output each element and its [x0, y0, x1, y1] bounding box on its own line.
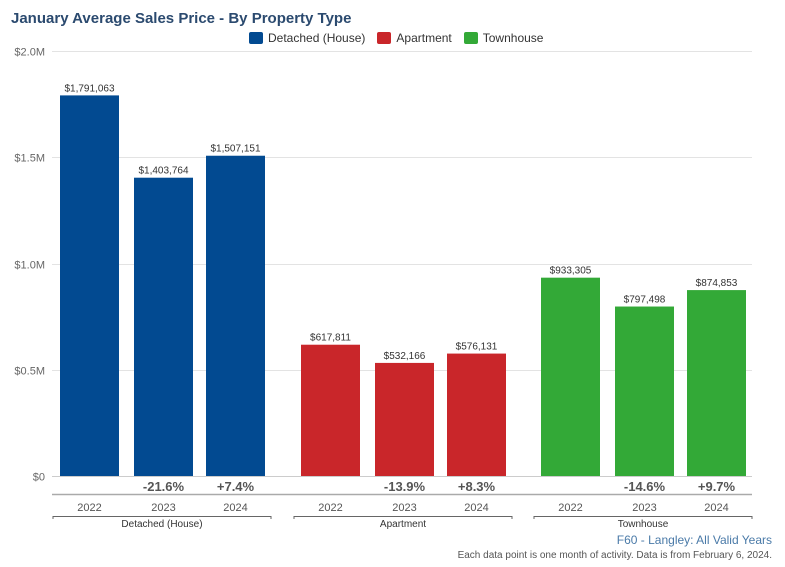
group-bracket: [52, 516, 272, 519]
bar-value-label: $1,507,151: [210, 144, 260, 155]
bar: [447, 353, 506, 476]
y-tick-label: $1.5M: [14, 153, 45, 165]
group-bracket: [293, 516, 513, 519]
x-tick-label: 2022: [318, 502, 342, 514]
bar: [687, 290, 746, 476]
legend-item-townhouse[interactable]: Townhouse: [463, 31, 544, 45]
bar-value-label: $532,166: [384, 351, 426, 362]
x-tick-label: 2024: [223, 502, 247, 514]
change-label: +9.7%: [698, 479, 736, 494]
chart-title: January Average Sales Price - By Propert…: [11, 10, 352, 27]
bar: [134, 177, 193, 477]
change-label: +7.4%: [217, 479, 255, 494]
x-tick-label: 2023: [392, 502, 416, 514]
bar: [301, 344, 360, 476]
change-label: -13.9%: [384, 479, 426, 494]
bar-value-label: $797,498: [624, 295, 666, 306]
x-tick-label: 2023: [632, 502, 656, 514]
legend-label-townhouse: Townhouse: [482, 31, 544, 45]
x-tick-label: 2022: [77, 502, 101, 514]
change-label: -21.6%: [143, 479, 185, 494]
x-tick-label: 2023: [151, 502, 175, 514]
legend-label-apartment: Apartment: [396, 31, 452, 45]
legend-swatch-detached: [249, 32, 263, 44]
legend-swatch-townhouse: [463, 32, 478, 44]
bar-value-label: $576,131: [456, 342, 498, 353]
group-bracket: [533, 516, 753, 519]
bar-value-label: $1,403,764: [138, 166, 188, 177]
legend-label-detached: Detached (House): [268, 31, 366, 45]
bar: [375, 362, 434, 476]
group-label: Detached (House): [121, 519, 202, 530]
bar-value-label: $933,305: [550, 266, 592, 277]
legend: Detached (House) Apartment Townhouse: [249, 31, 543, 45]
group-label: Townhouse: [618, 519, 669, 530]
bar: [60, 95, 119, 476]
group-label: Apartment: [380, 519, 426, 530]
bar: [206, 155, 265, 476]
bar: [541, 277, 600, 476]
x-tick-label: 2024: [704, 502, 728, 514]
bar-value-label: $874,853: [696, 278, 738, 289]
bar-value-label: $617,811: [310, 333, 351, 344]
data-note: Each data point is one month of activity…: [457, 550, 772, 561]
legend-swatch-apartment: [377, 32, 392, 44]
y-tick-label: $0.5M: [14, 366, 45, 378]
bar: [615, 306, 674, 476]
y-tick-label: $1.0M: [14, 260, 45, 272]
legend-item-apartment[interactable]: Apartment: [377, 31, 452, 45]
change-label: +8.3%: [458, 479, 496, 494]
legend-item-detached[interactable]: Detached (House): [249, 31, 365, 45]
y-tick-label: $0: [33, 472, 45, 484]
bar-value-label: $1,791,063: [64, 83, 114, 94]
x-tick-label: 2024: [464, 502, 488, 514]
y-tick-label: $2.0M: [14, 47, 45, 59]
source-label: F60 - Langley: All Valid Years: [616, 533, 772, 547]
change-label: -14.6%: [624, 479, 666, 494]
x-tick-label: 2022: [558, 502, 582, 514]
